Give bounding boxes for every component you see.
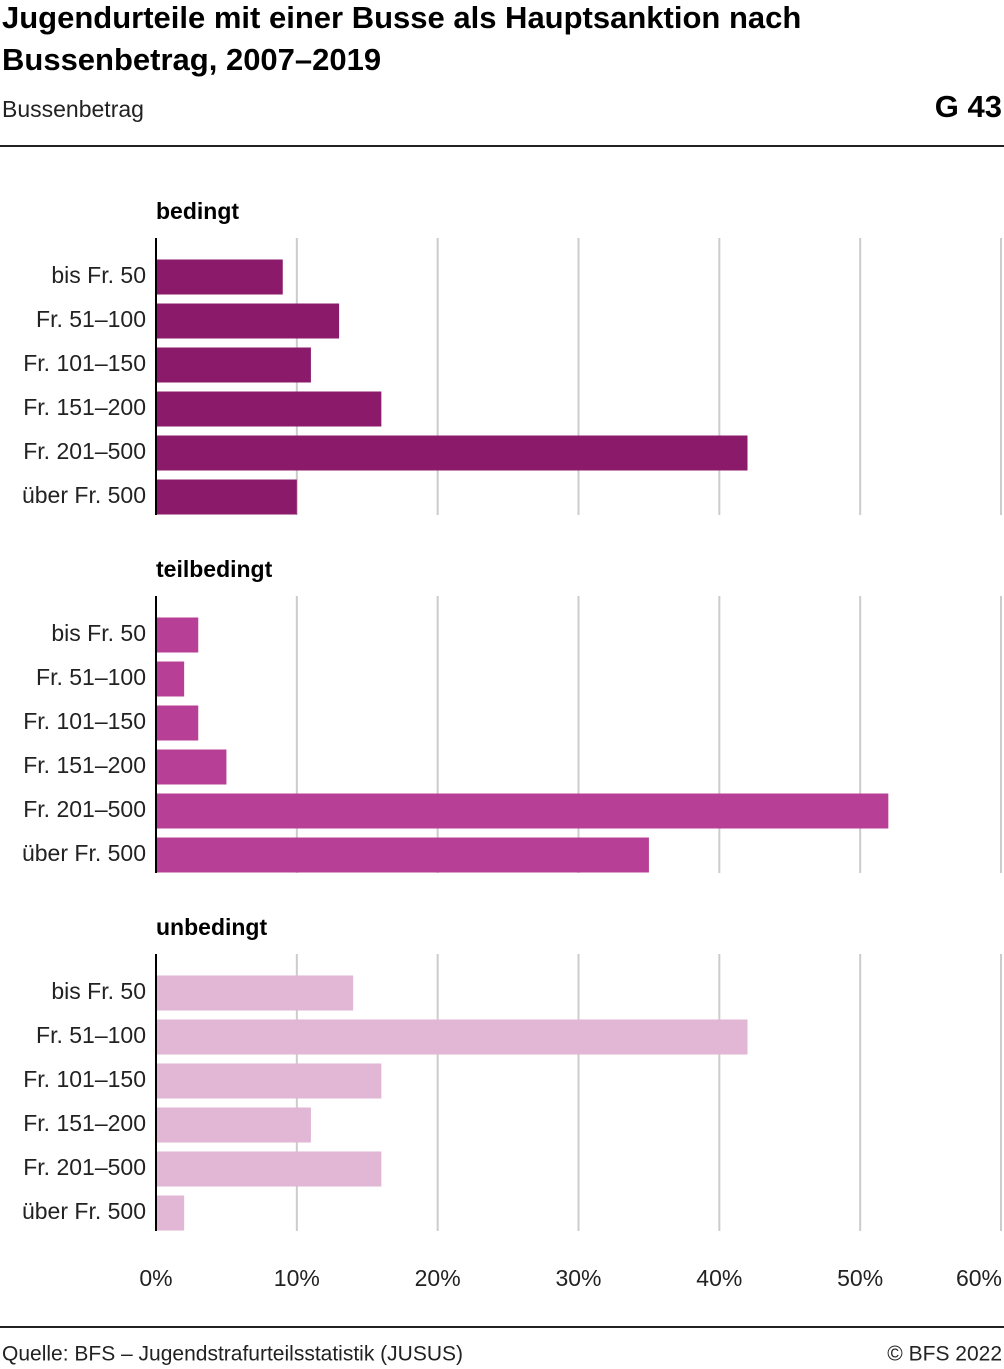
bar [156,303,340,339]
x-tick-label: 0% [139,1265,172,1291]
bar [156,837,649,873]
panel-title: unbedingt [156,914,267,940]
bar [156,435,748,471]
y-tick-label: Fr. 201–500 [23,1154,146,1180]
y-tick-label: Fr. 51–100 [36,306,146,332]
chart-title: Bussenbetrag, 2007–2019 [2,42,381,77]
y-tick-label: über Fr. 500 [22,1198,146,1224]
y-tick-label: Fr. 51–100 [36,664,146,690]
y-tick-label: über Fr. 500 [22,840,146,866]
bar [156,1019,748,1055]
y-tick-label: Fr. 101–150 [23,1066,146,1092]
bar [156,705,199,741]
y-tick-label: Fr. 101–150 [23,708,146,734]
x-tick-label: 40% [696,1265,742,1291]
bar [156,617,199,653]
x-tick-label: 30% [555,1265,601,1291]
y-tick-label: Fr. 151–200 [23,1110,146,1136]
y-tick-label: Fr. 51–100 [36,1022,146,1048]
bar [156,1063,382,1099]
y-tick-label: Fr. 151–200 [23,752,146,778]
y-tick-label: Fr. 201–500 [23,438,146,464]
x-tick-label: 10% [274,1265,320,1291]
y-tick-label: bis Fr. 50 [51,262,146,288]
x-tick-label: 60% [956,1265,1002,1291]
bar [156,793,889,829]
y-tick-label: bis Fr. 50 [51,620,146,646]
y-tick-label: bis Fr. 50 [51,978,146,1004]
bar [156,661,185,697]
y-tick-label: Fr. 151–200 [23,394,146,420]
bar [156,749,227,785]
bar [156,1107,311,1143]
chart-title: Jugendurteile mit einer Busse als Haupts… [2,0,801,35]
source: Quelle: BFS – Jugendstrafurteilsstatisti… [2,1343,463,1366]
subtitle: Bussenbetrag [2,96,144,122]
panel-title: teilbedingt [156,556,273,582]
bar [156,347,311,383]
bar [156,479,297,515]
bar [156,1195,185,1231]
panel-title: bedingt [156,198,239,224]
y-tick-label: Fr. 101–150 [23,350,146,376]
chart-code: G 43 [935,89,1002,124]
x-tick-label: 20% [415,1265,461,1291]
x-tick-label: 50% [837,1265,883,1291]
y-tick-label: Fr. 201–500 [23,796,146,822]
copyright: © BFS 2022 [887,1343,1002,1366]
y-tick-label: über Fr. 500 [22,482,146,508]
bar [156,391,382,427]
bar [156,975,354,1011]
bar [156,259,283,295]
bar [156,1151,382,1187]
